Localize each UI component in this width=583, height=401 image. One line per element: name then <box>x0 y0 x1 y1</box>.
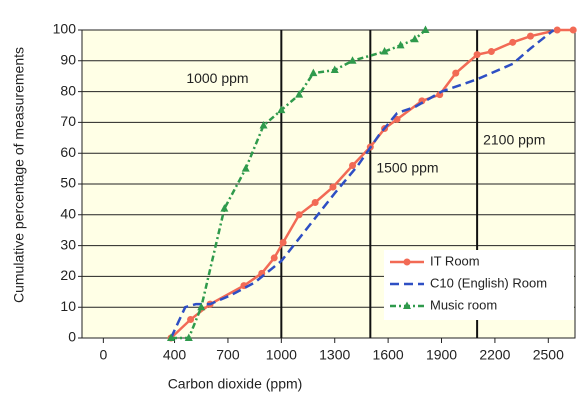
x-tick-label: 1600 <box>373 347 404 363</box>
point <box>187 316 195 324</box>
x-tick-label: 1900 <box>426 347 457 363</box>
point <box>380 47 389 55</box>
y-tick-label: 90 <box>60 52 76 68</box>
y-tick-label: 70 <box>60 113 76 129</box>
y-tick-label: 50 <box>60 175 76 191</box>
point <box>309 68 318 77</box>
point <box>452 69 460 77</box>
legend-label: C10 (English) Room <box>430 275 547 290</box>
x-tick-label: 1300 <box>319 347 350 363</box>
point <box>166 333 175 341</box>
legend-label: IT Room <box>430 253 480 268</box>
point <box>241 164 250 172</box>
y-tick-label: 100 <box>53 21 77 37</box>
reference-label: 2100 ppm <box>483 132 545 148</box>
x-tick-label: 1000 <box>266 347 297 363</box>
point <box>197 302 206 311</box>
point <box>393 115 401 123</box>
point <box>348 56 357 64</box>
x-axis-label: Carbon dioxide (ppm) <box>168 376 303 392</box>
point <box>509 38 517 46</box>
y-tick-label: 30 <box>60 236 76 252</box>
y-axis-label: Cumulative percentage of measurements <box>11 47 27 303</box>
point <box>220 204 229 212</box>
y-tick-label: 10 <box>60 298 76 314</box>
point <box>527 32 535 40</box>
legend-marker <box>403 301 411 309</box>
series-line <box>169 29 555 339</box>
point <box>473 51 481 59</box>
point <box>569 26 577 34</box>
y-tick-label: 60 <box>60 144 76 160</box>
point <box>295 90 304 98</box>
point <box>349 162 357 170</box>
x-tick-label: 400 <box>163 347 187 363</box>
point <box>329 183 337 191</box>
point <box>311 198 319 206</box>
series-line <box>170 29 427 340</box>
x-tick-label: 700 <box>216 347 240 363</box>
x-tick-label: 2200 <box>479 347 510 363</box>
x-tick-label: 0 <box>99 347 107 363</box>
point <box>279 239 287 247</box>
point <box>421 25 430 33</box>
point <box>330 65 339 74</box>
point <box>270 254 278 262</box>
y-tick-label: 40 <box>60 206 76 222</box>
point <box>396 40 405 49</box>
legend-marker <box>403 258 411 266</box>
point <box>295 211 303 219</box>
point <box>277 105 286 114</box>
y-tick-label: 20 <box>60 267 76 283</box>
y-tick-label: 80 <box>60 82 76 98</box>
point <box>410 34 419 43</box>
point <box>184 333 193 341</box>
y-tick-label: 0 <box>68 329 76 345</box>
point <box>487 48 495 56</box>
legend-label: Music room <box>430 297 497 312</box>
point <box>259 120 268 129</box>
x-tick-label: 2500 <box>533 347 564 363</box>
point <box>553 26 561 34</box>
reference-label: 1500 ppm <box>376 159 438 175</box>
reference-label: 1000 ppm <box>186 70 248 86</box>
